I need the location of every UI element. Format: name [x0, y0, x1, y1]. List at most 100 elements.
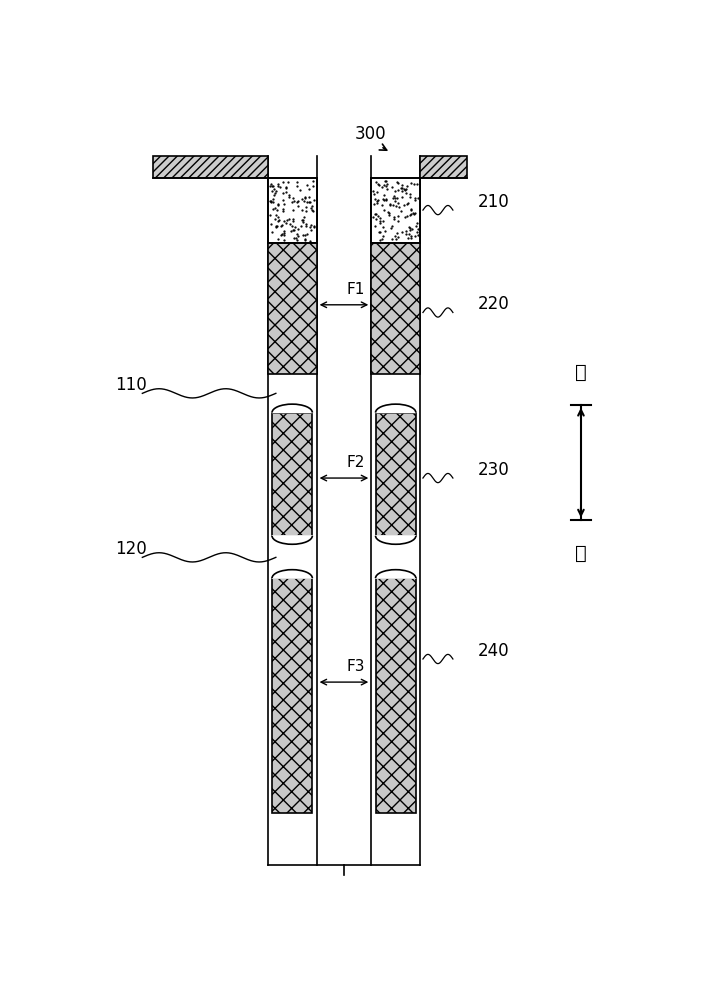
Point	[304, 194, 316, 210]
Bar	[371, 243, 420, 374]
Point	[404, 207, 415, 223]
Point	[266, 178, 278, 194]
Point	[283, 211, 295, 227]
Point	[372, 192, 383, 208]
Point	[271, 202, 283, 218]
Point	[288, 193, 299, 209]
Point	[284, 189, 295, 205]
Point	[372, 176, 383, 192]
Point	[307, 202, 318, 218]
Point	[278, 213, 289, 229]
Point	[299, 231, 311, 247]
Point	[288, 213, 299, 229]
Point	[380, 223, 391, 239]
Text: 240: 240	[477, 642, 509, 660]
Text: 210: 210	[477, 193, 509, 211]
Point	[303, 194, 314, 210]
Point	[269, 181, 280, 197]
Point	[297, 212, 309, 228]
Point	[301, 203, 312, 219]
Point	[288, 222, 299, 238]
Point	[268, 191, 279, 207]
Point	[380, 192, 392, 208]
Point	[294, 182, 305, 198]
Point	[264, 207, 276, 223]
Point	[306, 222, 317, 238]
Point	[404, 220, 415, 236]
Point	[370, 206, 382, 222]
Point	[405, 202, 416, 218]
Point	[273, 209, 284, 225]
Point	[379, 202, 390, 218]
Point	[276, 217, 288, 233]
Point	[266, 176, 277, 192]
Point	[296, 202, 307, 218]
Point	[267, 178, 278, 194]
Point	[411, 224, 423, 240]
Point	[378, 219, 389, 235]
Point	[286, 194, 297, 210]
Point	[307, 203, 318, 219]
Point	[304, 219, 316, 235]
Text: 110: 110	[115, 375, 147, 393]
Point	[408, 176, 420, 192]
Point	[307, 198, 318, 214]
Point	[370, 206, 381, 222]
Bar	[420, 156, 467, 178]
Point	[296, 212, 307, 228]
Point	[396, 189, 408, 205]
Point	[297, 214, 309, 230]
Point	[391, 198, 402, 214]
Point	[291, 226, 302, 242]
Point	[305, 200, 316, 216]
Point	[392, 229, 404, 245]
Point	[400, 226, 411, 242]
Point	[269, 200, 280, 216]
Point	[271, 218, 283, 234]
Point	[299, 227, 310, 243]
Point	[397, 180, 408, 196]
Point	[292, 228, 304, 244]
Point	[368, 183, 379, 199]
Bar	[375, 578, 416, 813]
Point	[265, 193, 276, 209]
Point	[409, 205, 420, 221]
Point	[392, 213, 404, 229]
Point	[299, 189, 310, 205]
Point	[410, 218, 421, 234]
Point	[389, 209, 400, 225]
Point	[379, 173, 390, 189]
Bar	[371, 178, 420, 243]
Point	[303, 181, 314, 197]
Text: 下: 下	[575, 543, 587, 562]
Point	[400, 223, 411, 239]
Bar	[268, 178, 316, 243]
Point	[304, 189, 315, 205]
Point	[289, 230, 300, 246]
Polygon shape	[272, 570, 312, 578]
Point	[299, 232, 311, 248]
Point	[273, 178, 284, 194]
Point	[280, 179, 291, 195]
Polygon shape	[272, 404, 312, 413]
Point	[301, 218, 312, 234]
Point	[279, 223, 290, 239]
Point	[272, 231, 283, 247]
Point	[369, 218, 380, 234]
Point	[386, 231, 397, 247]
Point	[391, 190, 402, 206]
Text: F1: F1	[347, 282, 365, 297]
Point	[389, 188, 400, 204]
Point	[295, 218, 307, 234]
Point	[368, 209, 379, 225]
Point	[405, 175, 416, 191]
Point	[272, 176, 283, 192]
Point	[392, 182, 404, 198]
Point	[390, 231, 401, 247]
Point	[370, 174, 382, 190]
Point	[292, 174, 303, 190]
Point	[377, 191, 388, 207]
Point	[375, 232, 386, 248]
Point	[371, 193, 382, 209]
Point	[280, 180, 291, 196]
